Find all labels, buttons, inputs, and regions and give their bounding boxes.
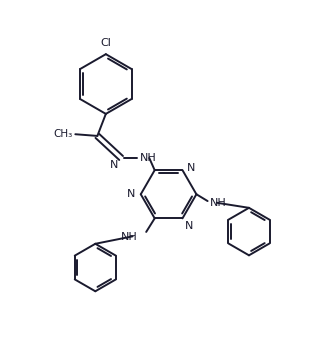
Text: NH: NH <box>210 198 227 208</box>
Text: Cl: Cl <box>100 38 111 48</box>
Text: N: N <box>110 160 118 170</box>
Text: N: N <box>127 189 136 199</box>
Text: N: N <box>187 164 195 174</box>
Text: N: N <box>185 221 194 231</box>
Text: NH: NH <box>121 232 138 242</box>
Text: NH: NH <box>140 153 157 163</box>
Text: CH₃: CH₃ <box>53 129 73 139</box>
